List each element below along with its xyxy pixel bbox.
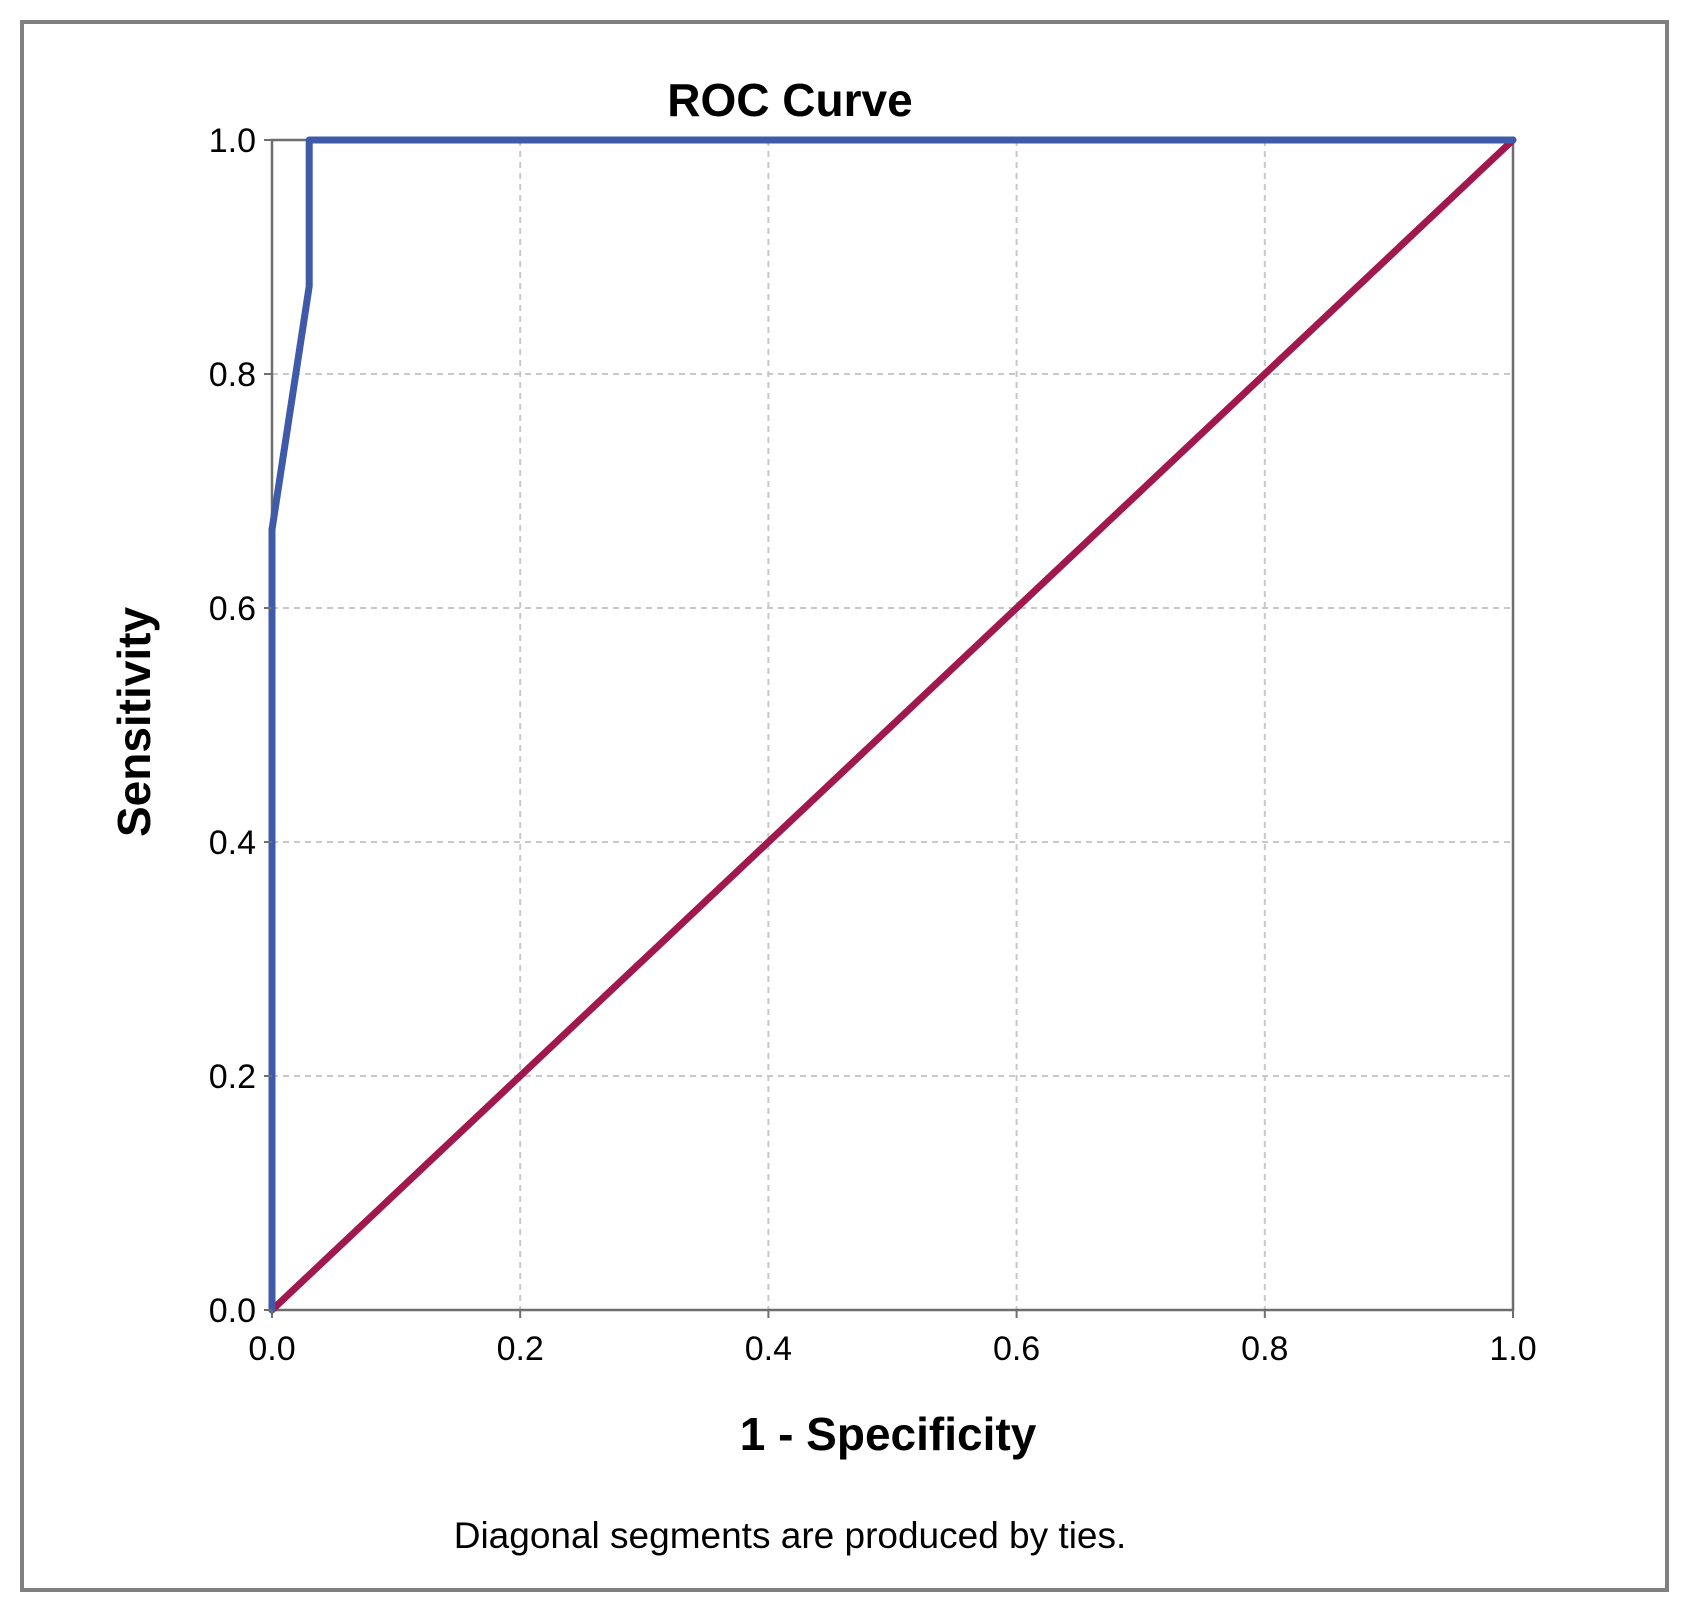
tick-labels: 0.0 0.2 0.4 0.6 0.8 1.0 0.0 0.2 0.4 0.6 0.8 1.0 <box>209 122 1537 1368</box>
x-tick-label: 0.6 <box>993 1330 1040 1368</box>
chart-title: ROC Curve <box>667 74 912 126</box>
x-tick-label: 0.2 <box>497 1330 544 1368</box>
grid-lines <box>272 140 1513 1310</box>
y-tick-label: 0.8 <box>209 356 256 394</box>
outer-border <box>20 20 1669 1592</box>
roc-curve-line <box>268 136 1517 1314</box>
y-axis-title: Sensitivity <box>108 607 160 838</box>
x-axis-title: 1 - Specificity <box>740 1408 1037 1460</box>
chart-footnote: Diagonal segments are produced by ties. <box>454 1515 1127 1556</box>
x-tick-label: 1.0 <box>1489 1330 1536 1368</box>
y-tick-label: 0.0 <box>209 1292 256 1330</box>
y-tick-label: 0.4 <box>209 824 256 862</box>
x-tick-label: 0.8 <box>1241 1330 1288 1368</box>
series-layer <box>268 136 1517 1314</box>
y-tick-label: 1.0 <box>209 122 256 160</box>
reference-line-line <box>268 136 1517 1314</box>
y-tick-label: 0.2 <box>209 1058 256 1096</box>
y-tick-label: 0.6 <box>209 590 256 628</box>
x-tick-label: 0.0 <box>248 1330 295 1368</box>
x-tick-label: 0.4 <box>745 1330 792 1368</box>
